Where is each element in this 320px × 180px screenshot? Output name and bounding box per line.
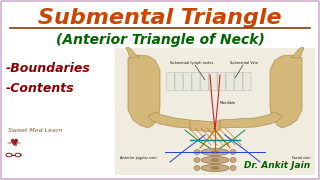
Polygon shape [290,47,304,58]
FancyBboxPatch shape [218,73,226,91]
Text: ♥: ♥ [10,138,18,148]
Ellipse shape [230,150,236,154]
Text: Submental Vein: Submental Vein [230,61,258,65]
Polygon shape [126,47,140,58]
Text: -Contents: -Contents [6,82,75,94]
Ellipse shape [211,150,220,154]
Text: Dr. Ankit Jain: Dr. Ankit Jain [244,161,310,170]
Ellipse shape [230,165,236,170]
Text: Anterior jugular vein: Anterior jugular vein [120,156,156,160]
FancyBboxPatch shape [115,48,315,175]
Text: Submental Triangle: Submental Triangle [38,8,282,28]
FancyBboxPatch shape [183,73,191,91]
Text: Submental lymph nodes: Submental lymph nodes [170,61,213,65]
FancyBboxPatch shape [235,73,243,91]
Ellipse shape [211,158,220,162]
Ellipse shape [230,158,236,163]
Polygon shape [190,120,220,132]
FancyBboxPatch shape [226,73,234,91]
Ellipse shape [194,158,200,163]
Text: Mandible: Mandible [220,101,236,105]
FancyBboxPatch shape [175,73,183,91]
Polygon shape [220,112,282,128]
Ellipse shape [201,156,229,163]
Polygon shape [128,55,160,128]
FancyBboxPatch shape [166,73,174,91]
Ellipse shape [194,150,200,154]
FancyBboxPatch shape [243,73,251,91]
Ellipse shape [211,166,220,170]
Ellipse shape [201,165,229,172]
Polygon shape [148,112,190,128]
Ellipse shape [194,165,200,170]
Text: Sweet Med Learn: Sweet Med Learn [8,127,62,132]
Ellipse shape [201,148,229,156]
Text: -Boundaries: -Boundaries [6,62,91,75]
Text: (Anterior Triangle of Neck): (Anterior Triangle of Neck) [56,33,264,47]
FancyBboxPatch shape [192,73,200,91]
FancyBboxPatch shape [201,73,209,91]
Text: Facial vein: Facial vein [292,156,310,160]
FancyBboxPatch shape [209,73,217,91]
Polygon shape [270,55,302,128]
